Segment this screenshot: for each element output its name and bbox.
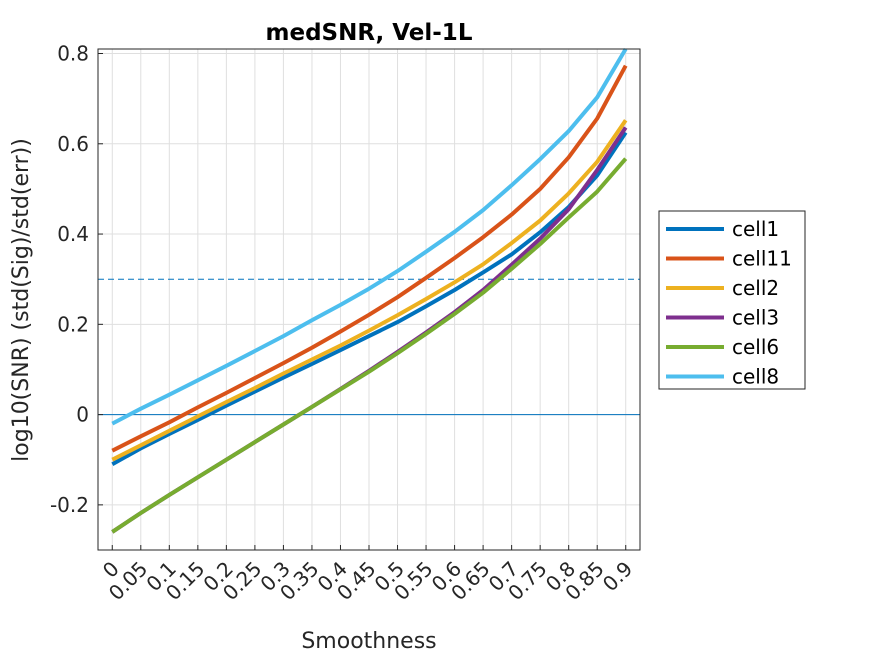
chart-title: medSNR, Vel-1L: [266, 20, 473, 46]
y-tick-label-3: 0.4: [57, 222, 89, 246]
x-axis-label: Smoothness: [301, 629, 436, 654]
y-axis-label: log10(SNR) (std(Sig)/std(err)): [9, 138, 34, 462]
y-ticks: -0.2 0 0.2 0.4 0.6 0.8: [50, 42, 103, 517]
y-tick-label-5: 0.8: [57, 42, 89, 66]
series-line-cell6: [111, 157, 628, 534]
series-line-cell2: [111, 119, 628, 462]
x-ticks: 00.050.10.150.20.250.30.350.40.450.50.55…: [98, 545, 637, 605]
legend-label-cell1: cell1: [732, 217, 779, 241]
series-line-cell11: [111, 64, 628, 453]
legend-label-cell11: cell11: [732, 247, 792, 271]
y-tick-label-2: 0.2: [57, 312, 89, 336]
legend: cell1 cell11 cell2 cell3 cell6 cell8: [658, 210, 806, 390]
series-line-cell8: [111, 47, 628, 426]
legend-label-cell2: cell2: [732, 276, 779, 300]
y-tick-label-4: 0.6: [57, 132, 89, 156]
legend-label-cell8: cell8: [732, 365, 779, 389]
series-line-cell1: [111, 131, 628, 466]
y-tick-label-0: -0.2: [50, 493, 89, 517]
x-tick-label-18: 0.9: [598, 557, 637, 596]
series-lines: [111, 47, 628, 534]
legend-box: [658, 210, 806, 390]
legend-label-cell6: cell6: [732, 335, 779, 359]
legend-label-cell3: cell3: [732, 306, 779, 330]
y-tick-label-1: 0: [76, 403, 89, 427]
